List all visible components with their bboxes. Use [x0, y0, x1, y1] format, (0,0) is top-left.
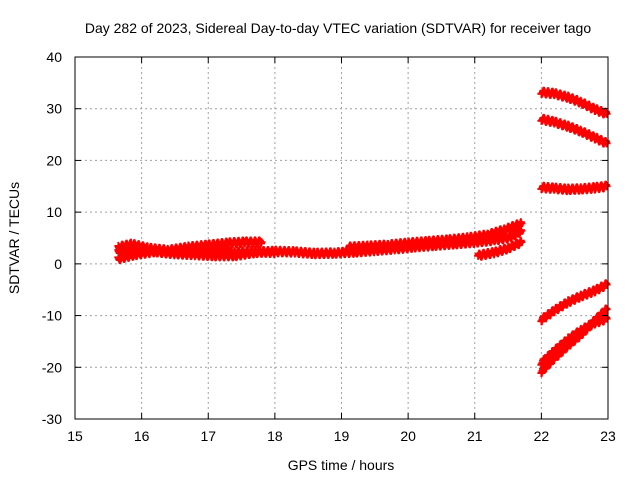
y-tick-label: 10 [46, 204, 62, 220]
series-arc-c [114, 244, 279, 260]
y-tick-label: -30 [42, 411, 62, 427]
data-point [517, 238, 526, 247]
grid-lines [75, 57, 608, 419]
x-tick-label: 16 [134, 428, 150, 444]
series-arc-f [537, 86, 611, 119]
data-point [270, 248, 279, 257]
chart-title: Day 282 of 2023, Sidereal Day-to-day VTE… [85, 20, 592, 36]
x-tick-label: 21 [467, 428, 483, 444]
x-tick-label: 19 [334, 428, 350, 444]
x-tick-label: 20 [400, 428, 416, 444]
y-tick-labels: 40 30 20 10 0 -10 -20 -30 [42, 49, 62, 427]
y-axis-label: SDTVAR / TECUs [6, 182, 22, 294]
data-point [602, 109, 611, 118]
data-point [517, 219, 526, 228]
x-tick-label: 18 [267, 428, 283, 444]
x-tick-label: 15 [67, 428, 83, 444]
data-point [602, 182, 611, 191]
y-tick-label: 20 [46, 152, 62, 168]
x-tick-label: 22 [534, 428, 550, 444]
data-point [257, 238, 266, 247]
data-point [602, 305, 611, 314]
data-point [517, 226, 526, 235]
data-point [602, 280, 611, 289]
series-arc-d [344, 218, 526, 254]
series-arc-e [474, 236, 526, 261]
x-tick-labels: 15 16 17 18 19 20 21 22 23 [67, 428, 616, 444]
data-points [114, 86, 611, 378]
y-tick-label: -20 [42, 359, 62, 375]
x-tick-label: 17 [200, 428, 216, 444]
series-arc-g [537, 113, 611, 148]
data-point [602, 139, 611, 148]
series-arc-k [537, 304, 611, 378]
series-arc-i [537, 279, 611, 326]
y-tick-label: 0 [54, 256, 62, 272]
axis-ticks [74, 56, 609, 420]
x-axis-label: GPS time / hours [288, 457, 395, 473]
x-tick-label: 23 [600, 428, 616, 444]
y-tick-label: 30 [46, 101, 62, 117]
y-tick-label: 40 [46, 49, 62, 65]
y-tick-label: -10 [42, 308, 62, 324]
series-arc-h [537, 180, 611, 196]
